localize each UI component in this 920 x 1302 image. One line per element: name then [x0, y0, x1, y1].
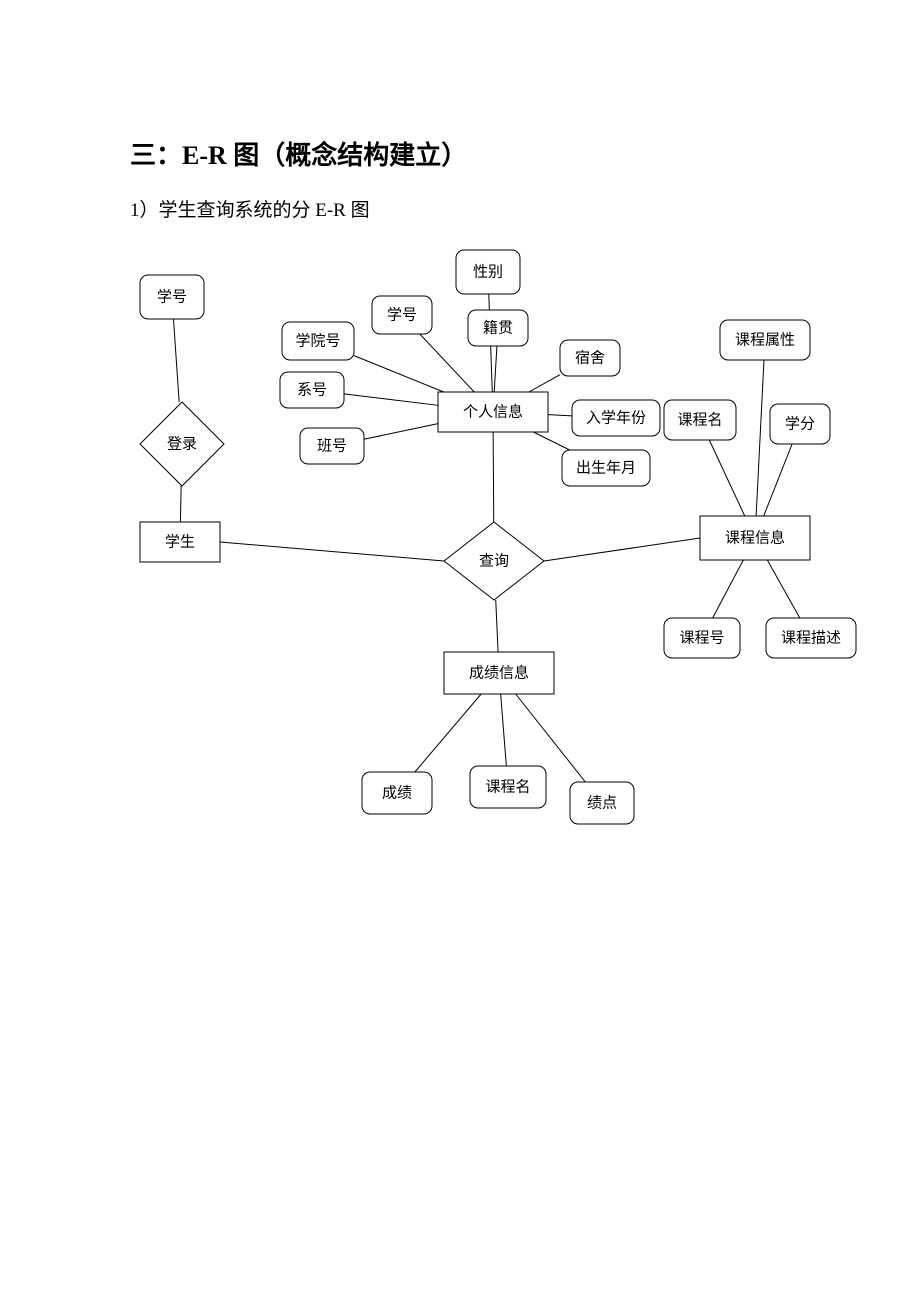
node-label-chaxun: 查询 [479, 552, 509, 569]
node-label-ruxue: 入学年份 [586, 409, 646, 426]
node-label-xuehao2: 学号 [387, 306, 417, 323]
node-label-xuefen: 学分 [785, 415, 815, 432]
edge-kechengxinxi-kechengms [767, 560, 799, 618]
node-label-chengjixinxi: 成绩信息 [469, 664, 529, 681]
node-banhao: 班号 [300, 428, 364, 464]
edge-geren-banhao [364, 424, 438, 440]
edge-chengjixinxi-kechengming2 [501, 694, 507, 766]
edge-geren-xueyuanhao [354, 356, 444, 392]
edge-kechengxinxi-kechenghao [713, 560, 744, 618]
node-chengji: 成绩 [362, 772, 432, 814]
node-xuehao_top: 学号 [140, 275, 204, 319]
edge-geren-chaxun [493, 432, 494, 522]
node-xueyuanhao: 学院号 [282, 322, 354, 360]
edge-geren-chusheng [533, 432, 569, 450]
node-jiguan: 籍贯 [468, 310, 528, 346]
edge-kechengxinxi-xuefen [764, 444, 792, 516]
nodes-layer: 学号登录学生 学院号系号班号 学号 性别籍贯宿舍入学年份出生年月 个人信息查询 课程属性课… [140, 250, 856, 824]
edge-xuehao_top-denglu [173, 319, 179, 402]
node-kechenghao: 课程号 [664, 618, 740, 658]
edge-geren-xuehao2 [420, 334, 474, 392]
edge-geren-xihao [344, 394, 438, 405]
node-label-jidian: 绩点 [587, 794, 617, 811]
node-label-xuesheng: 学生 [165, 533, 195, 550]
node-jidian: 绩点 [570, 782, 634, 824]
node-sushe: 宿舍 [560, 340, 620, 376]
node-label-kecheng_sx: 课程属性 [735, 331, 795, 348]
node-geren: 个人信息 [438, 392, 548, 432]
node-label-denglu: 登录 [167, 435, 197, 452]
node-label-kechengxinxi: 课程信息 [725, 529, 785, 546]
edge-xuesheng-chaxun [220, 542, 444, 561]
edge-geren-jiguan [494, 346, 497, 392]
node-label-kechengming: 课程名 [677, 411, 722, 428]
edge-denglu-xuesheng [180, 486, 181, 522]
node-chaxun: 查询 [444, 522, 544, 600]
node-kechengming2: 课程名 [470, 766, 546, 808]
node-label-xueyuanhao: 学院号 [295, 331, 340, 349]
edge-chaxun-chengjixinxi [496, 600, 498, 652]
node-label-sushe: 宿舍 [575, 349, 605, 366]
node-label-chusheng: 出生年月 [576, 459, 636, 476]
node-xuesheng: 学生 [140, 522, 220, 562]
node-label-geren: 个人信息 [463, 403, 523, 420]
edge-chaxun-kechengxinxi [544, 538, 700, 561]
node-xuehao2: 学号 [372, 296, 432, 334]
node-kechengxinxi: 课程信息 [700, 516, 810, 560]
node-kechengms: 课程描述 [766, 618, 856, 658]
edge-geren-sushe [529, 375, 560, 392]
node-kechengming: 课程名 [664, 400, 736, 440]
node-xuefen: 学分 [770, 404, 830, 444]
node-ruxue: 入学年份 [572, 400, 660, 436]
node-xingbie: 性别 [456, 250, 520, 294]
node-label-banhao: 班号 [317, 437, 347, 454]
node-label-kechenghao: 课程号 [679, 629, 724, 646]
node-label-jiguan: 籍贯 [483, 319, 513, 336]
node-xihao: 系号 [280, 372, 344, 408]
node-label-kechengming2: 课程名 [485, 778, 530, 795]
node-kecheng_sx: 课程属性 [720, 320, 810, 360]
node-label-kechengms: 课程描述 [781, 629, 841, 646]
edge-kechengxinxi-kechengming [709, 440, 744, 516]
edge-geren-ruxue [548, 415, 572, 416]
edge-kechengxinxi-kecheng_sx [756, 360, 764, 516]
er-diagram: 学号登录学生 学院号系号班号 学号 性别籍贯宿舍入学年份出生年月 个人信息查询 课程属性课… [0, 0, 920, 1302]
node-label-xihao: 系号 [297, 381, 327, 398]
node-denglu: 登录 [140, 402, 224, 486]
node-chusheng: 出生年月 [562, 450, 650, 486]
node-label-xingbie: 性别 [473, 263, 503, 280]
node-label-xuehao_top: 学号 [157, 288, 187, 305]
edge-chengjixinxi-chengji [415, 694, 481, 772]
node-chengjixinxi: 成绩信息 [444, 652, 554, 694]
node-label-chengji: 成绩 [382, 784, 412, 801]
